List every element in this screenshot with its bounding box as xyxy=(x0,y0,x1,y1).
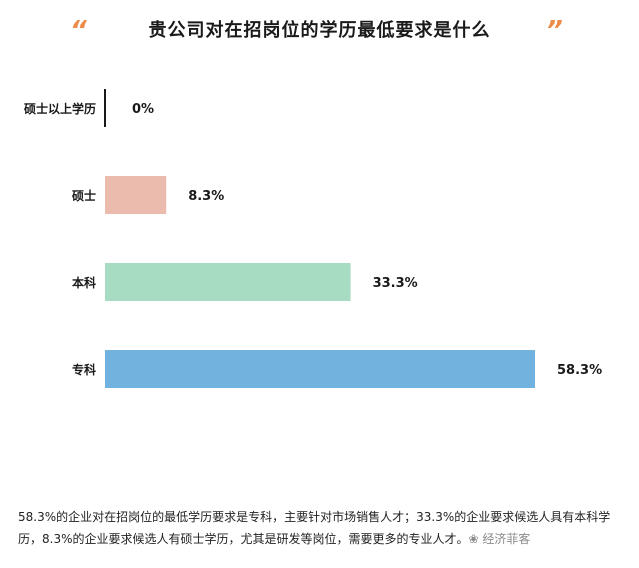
category-label: 专科 xyxy=(72,362,96,377)
category-label: 本科 xyxy=(72,275,96,290)
data-label: 58.3% xyxy=(557,363,602,378)
note-text: 58.3%的企业对在招岗位的最低学历要求是专科，主要针对市场销售人才；33.3%… xyxy=(18,510,611,546)
chart-header: “ 贵公司对在招岗位的学历最低要求是什么 ” xyxy=(0,0,639,62)
watermark-text: ❀ 经济菲客 xyxy=(468,532,531,546)
bar-chart: 硕士以上学历 0% 硕士 8.3% 本科 33.3% 专科 58.3% xyxy=(24,89,602,388)
bar xyxy=(105,350,535,388)
category-label: 硕士以上学历 xyxy=(24,101,96,116)
category-label: 硕士 xyxy=(72,188,96,203)
data-label: 8.3% xyxy=(188,189,224,204)
right-quote-mark: ” xyxy=(546,16,563,46)
data-label: 0% xyxy=(132,102,154,117)
left-quote-mark: “ xyxy=(70,16,87,46)
bar xyxy=(105,176,167,214)
bar xyxy=(105,263,351,301)
chart-note: 58.3%的企业对在招岗位的最低学历要求是专科，主要针对市场销售人才；33.3%… xyxy=(18,506,624,550)
data-label: 33.3% xyxy=(373,276,418,291)
chart-title: 贵公司对在招岗位的学历最低要求是什么 xyxy=(148,20,491,41)
